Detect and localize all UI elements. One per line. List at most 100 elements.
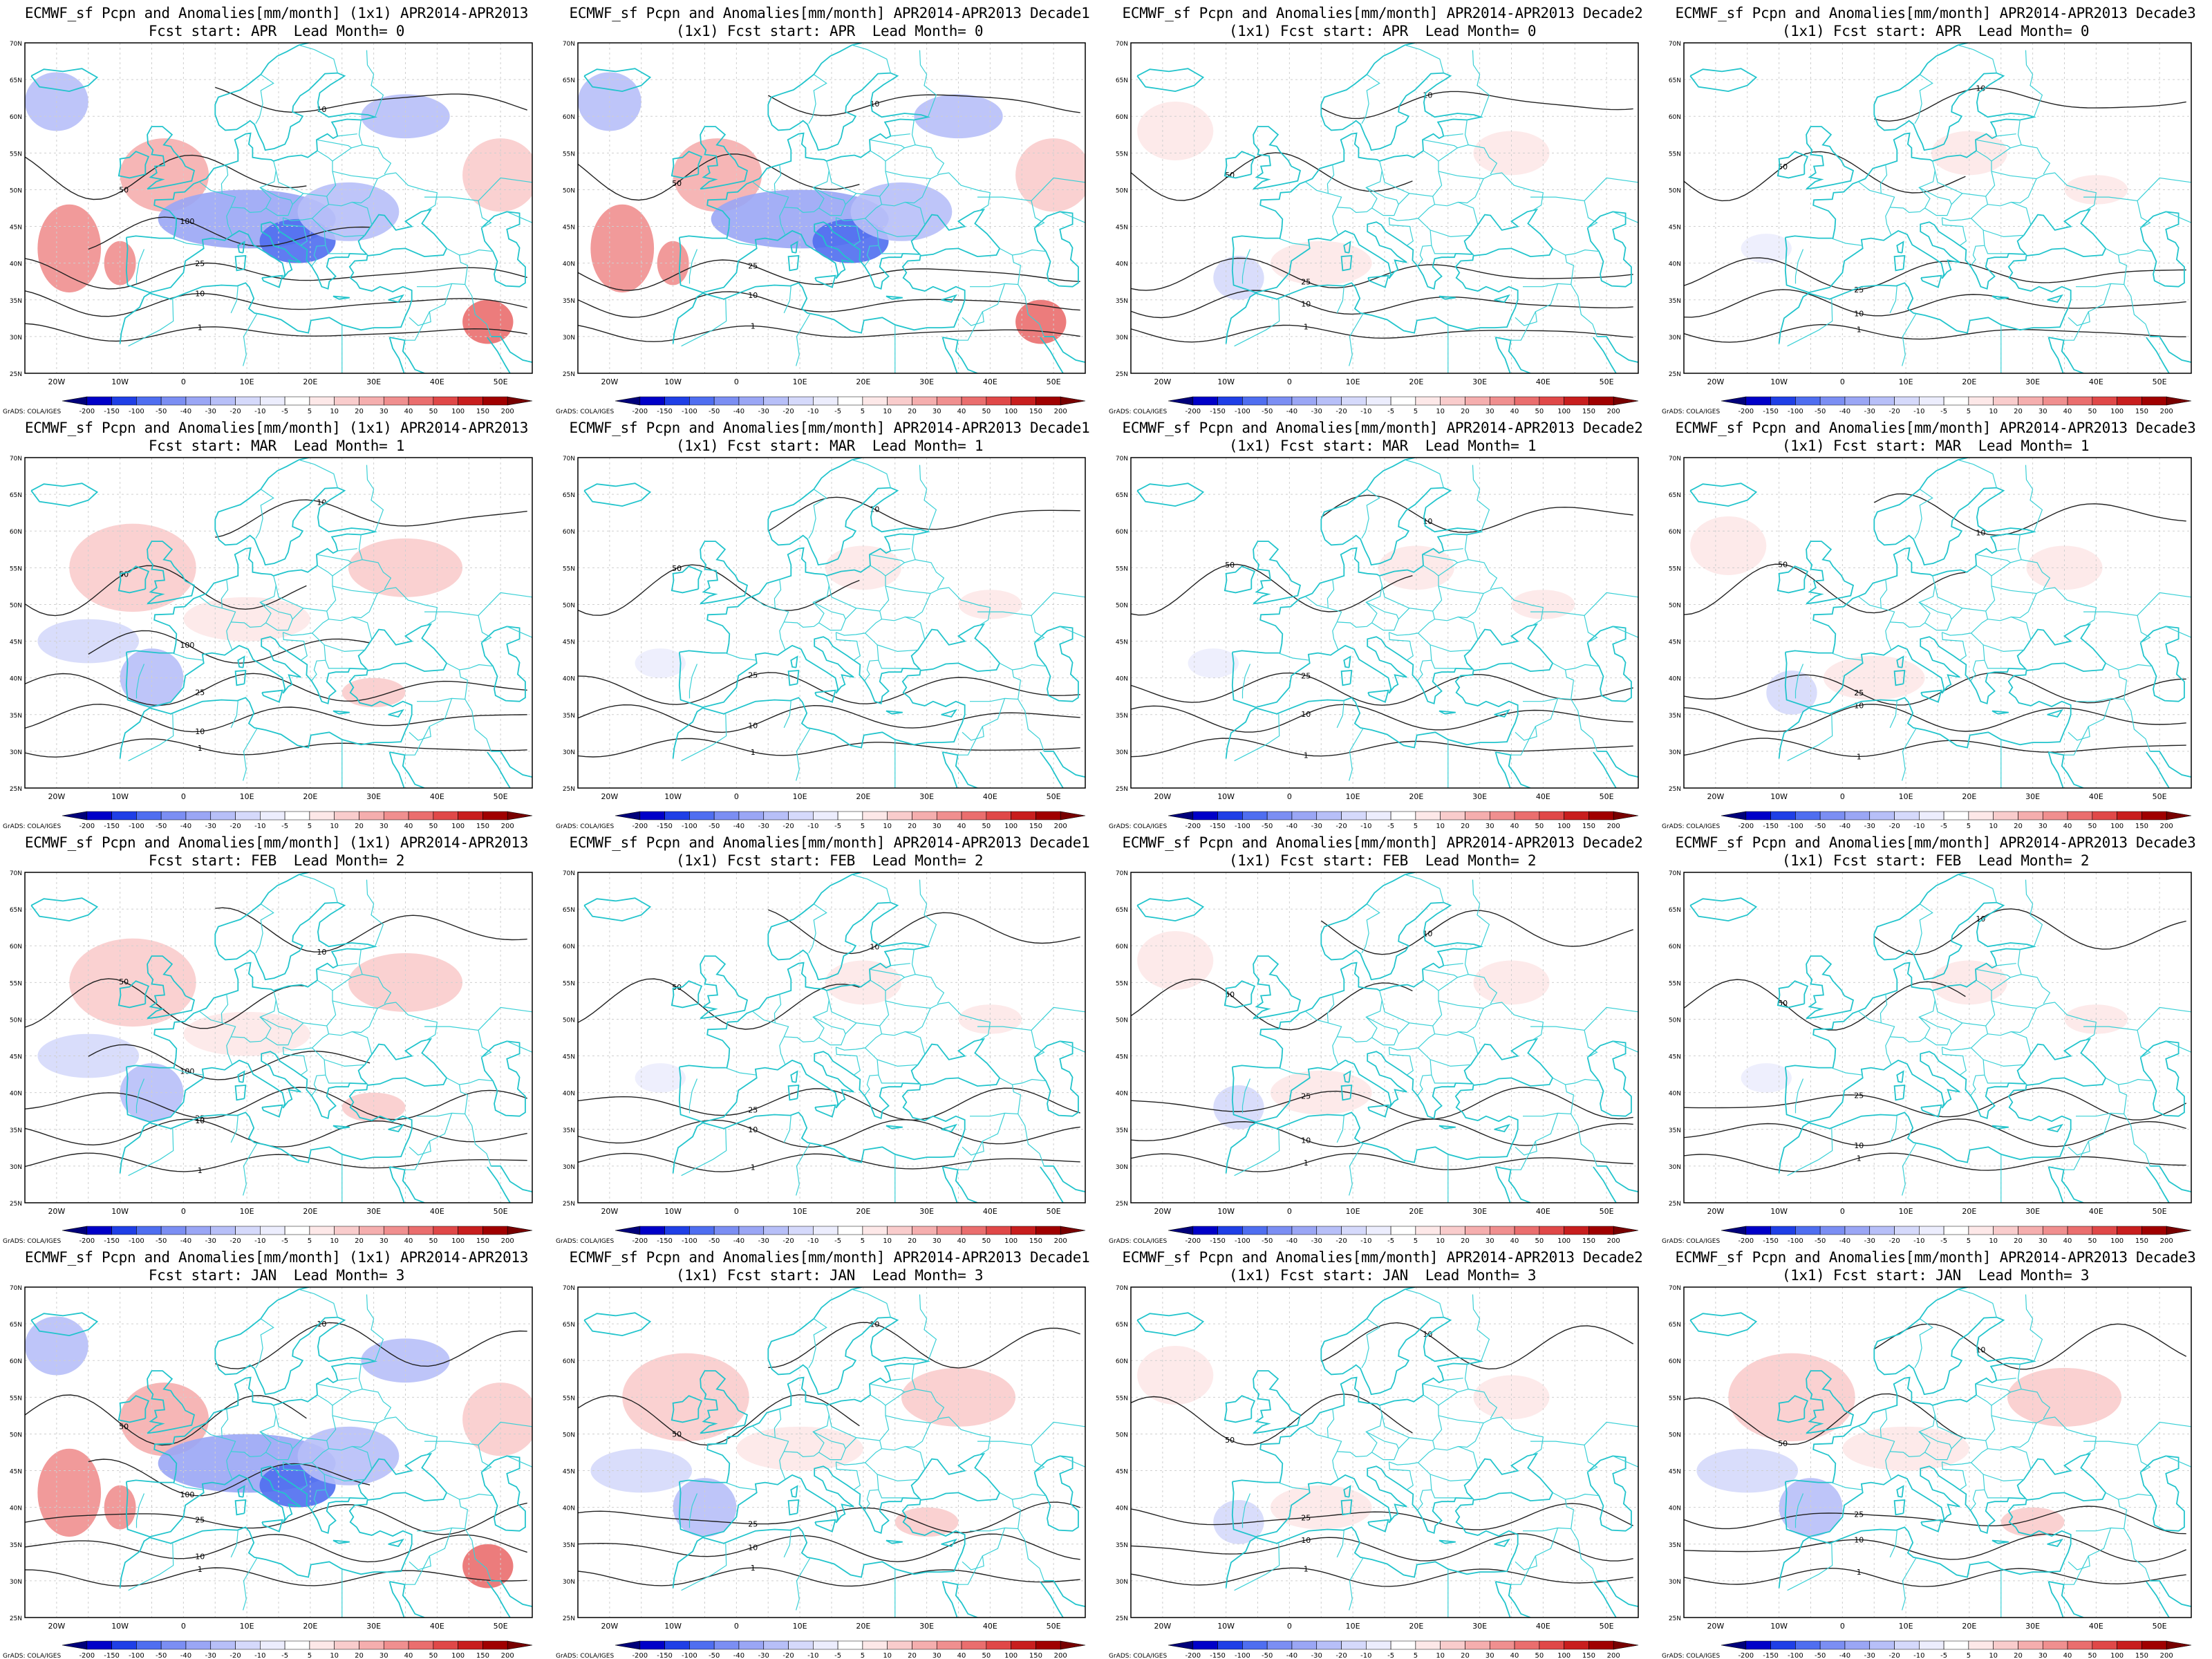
colorbar-label: -10 bbox=[1913, 823, 1924, 830]
country-border bbox=[1472, 1294, 1490, 1362]
colorbar-label: 40 bbox=[404, 823, 413, 830]
country-border bbox=[2068, 1528, 2112, 1571]
colorbar-label: -100 bbox=[682, 1652, 697, 1659]
coastline bbox=[30, 482, 99, 507]
country-border bbox=[312, 1462, 365, 1482]
country-border bbox=[2083, 1026, 2151, 1058]
lon-tick-label: 20W bbox=[601, 1622, 618, 1631]
coastline bbox=[1597, 1580, 1638, 1607]
country-border bbox=[362, 974, 392, 1004]
coastline bbox=[1136, 482, 1205, 507]
country-border bbox=[283, 608, 330, 636]
coastline bbox=[2146, 1581, 2170, 1618]
country-border bbox=[1889, 285, 1897, 314]
colorbar-swatch bbox=[689, 1640, 715, 1650]
colorbar-label: 10 bbox=[1989, 1237, 1998, 1244]
lat-tick-label: 35N bbox=[563, 1127, 575, 1134]
colorbar-label: -100 bbox=[682, 408, 697, 415]
lat-tick-label: 30N bbox=[563, 1164, 575, 1171]
country-border bbox=[1510, 1555, 1536, 1585]
country-border bbox=[1552, 1492, 1600, 1500]
coastline bbox=[388, 751, 405, 788]
contour-line bbox=[578, 704, 1080, 733]
country-border bbox=[255, 1318, 274, 1369]
contour-line bbox=[578, 1119, 1080, 1148]
country-border bbox=[2137, 592, 2191, 616]
colorbar-swatch bbox=[160, 1640, 187, 1650]
lon-tick-label: 0 bbox=[1840, 1622, 1845, 1631]
colorbar-swatch bbox=[260, 396, 285, 406]
contour-label: 10 bbox=[1976, 84, 1985, 93]
contour-line bbox=[1684, 289, 2186, 318]
lat-tick-label: 55N bbox=[1669, 151, 1681, 158]
country-border bbox=[1902, 728, 1917, 781]
coastline bbox=[1340, 255, 1353, 272]
colorbar-label: -20 bbox=[782, 1652, 794, 1659]
country-border bbox=[1970, 1059, 1985, 1096]
country-border bbox=[915, 1389, 945, 1419]
contour-line bbox=[578, 978, 860, 1030]
country-border bbox=[783, 1115, 791, 1143]
country-border bbox=[1405, 874, 1421, 880]
coastline bbox=[1586, 626, 1632, 702]
colorbar-label: 50 bbox=[1535, 823, 1544, 830]
colorbar-label: 50 bbox=[1535, 408, 1544, 415]
lat-tick-label: 40N bbox=[10, 1091, 22, 1098]
country-border bbox=[1515, 1113, 1559, 1156]
coastline bbox=[2047, 1123, 2063, 1133]
country-border bbox=[311, 229, 326, 267]
country-border bbox=[1918, 1016, 1931, 1038]
colorbar-swatch bbox=[408, 1640, 434, 1650]
colorbar-swatch bbox=[1316, 1640, 1342, 1650]
lon-tick-label: 10W bbox=[1770, 1207, 1788, 1216]
coastline bbox=[388, 1166, 405, 1203]
lat-tick-label: 25N bbox=[10, 1615, 22, 1622]
colorbar-swatch bbox=[1266, 1226, 1293, 1235]
colorbar-swatch bbox=[1011, 1226, 1036, 1235]
colorbar-label: -200 bbox=[1185, 408, 1201, 415]
colorbar-swatch bbox=[2018, 811, 2043, 821]
coastline bbox=[700, 1370, 749, 1434]
contour-label: 1 bbox=[198, 1166, 203, 1175]
country-border bbox=[885, 949, 916, 991]
coastline bbox=[237, 241, 245, 254]
colorbar-swatch bbox=[359, 811, 384, 821]
colorbar-label: -20 bbox=[1335, 1237, 1347, 1244]
lat-tick-label: 40N bbox=[10, 261, 22, 268]
lat-tick-label: 30N bbox=[10, 335, 22, 341]
colorbar-swatch bbox=[260, 1226, 285, 1235]
country-border bbox=[1942, 193, 1989, 221]
colorbar-label: -50 bbox=[156, 408, 167, 415]
lat-tick-label: 25N bbox=[563, 371, 575, 378]
colorbar-label: 150 bbox=[2135, 408, 2148, 415]
coastline bbox=[672, 1038, 1001, 1174]
lat-tick-label: 30N bbox=[1669, 749, 1681, 756]
country-border bbox=[128, 299, 174, 347]
lon-tick-label: 20W bbox=[1154, 1207, 1171, 1216]
colorbar-label: -5 bbox=[1940, 823, 1947, 830]
country-border bbox=[1941, 1047, 1967, 1076]
colorbar-swatch bbox=[1242, 811, 1268, 821]
map-panel: ECMWF_sf Pcpn and Anomalies[mm/month] (1… bbox=[0, 830, 553, 1244]
anomaly-area bbox=[894, 1507, 959, 1537]
colorbar-swatch bbox=[936, 811, 962, 821]
country-border bbox=[1304, 1425, 1342, 1480]
country-border bbox=[783, 1530, 791, 1558]
coastline bbox=[1343, 241, 1351, 254]
coastline bbox=[941, 751, 958, 788]
colorbar-label: 50 bbox=[429, 823, 438, 830]
country-border bbox=[1018, 1114, 1044, 1167]
grads-credit: GrADS: COLA/IGES bbox=[1662, 1653, 1720, 1659]
colorbar-label: -100 bbox=[1235, 408, 1250, 415]
contour-label: 10 bbox=[870, 942, 879, 951]
panel-title-line1: ECMWF_sf Pcpn and Anomalies[mm/month] (1… bbox=[24, 420, 529, 436]
lat-tick-label: 70N bbox=[563, 456, 575, 462]
coastline bbox=[671, 980, 703, 1009]
country-border bbox=[282, 217, 308, 246]
colorbar-swatch bbox=[136, 1640, 162, 1650]
colorbar-swatch bbox=[862, 811, 888, 821]
contour-label: 1 bbox=[1857, 752, 1862, 761]
country-border bbox=[962, 1528, 1006, 1571]
country-border bbox=[1584, 1006, 1638, 1031]
